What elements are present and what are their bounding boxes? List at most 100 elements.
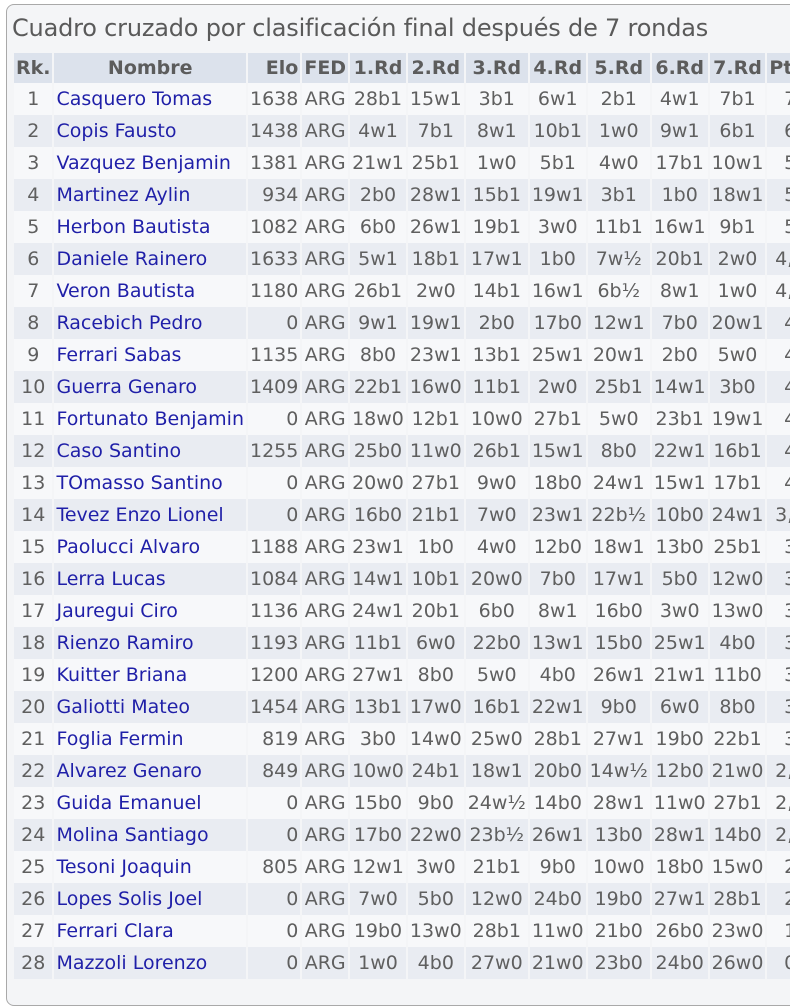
column-header-federation: FED bbox=[302, 53, 349, 83]
rank-cell: 20 bbox=[14, 691, 53, 723]
round-2-cell: 7b1 bbox=[407, 115, 464, 147]
round-4-cell: 8w1 bbox=[529, 595, 586, 627]
round-3-cell: 12w0 bbox=[465, 883, 528, 915]
table-row: 12 Caso Santino 1255 ARG 25b0 11w0 26b1 15w1 8b0… bbox=[14, 435, 790, 467]
player-name-link[interactable]: Galiotti Mateo bbox=[54, 691, 246, 723]
rank-cell: 11 bbox=[14, 403, 53, 435]
player-name-link[interactable]: Daniele Rainero bbox=[54, 243, 246, 275]
player-name-link[interactable]: Vazquez Benjamin bbox=[54, 147, 246, 179]
round-2-cell: 24b1 bbox=[407, 755, 464, 787]
column-header-round-6: 6.Rd bbox=[651, 53, 708, 83]
player-name-link[interactable]: Racebich Pedro bbox=[54, 307, 246, 339]
round-7-cell: 19w1 bbox=[709, 403, 766, 435]
rank-cell: 28 bbox=[14, 947, 53, 979]
round-6-cell: 15w1 bbox=[651, 467, 708, 499]
round-2-cell: 9b0 bbox=[407, 787, 464, 819]
round-5-cell: 26w1 bbox=[587, 659, 650, 691]
player-name-link[interactable]: Casquero Tomas bbox=[54, 83, 246, 115]
player-name-link[interactable]: Copis Fausto bbox=[54, 115, 246, 147]
round-6-cell: 20b1 bbox=[651, 243, 708, 275]
federation-cell: ARG bbox=[302, 371, 349, 403]
rank-cell: 26 bbox=[14, 883, 53, 915]
player-name-link[interactable]: Kuitter Briana bbox=[54, 659, 246, 691]
federation-cell: ARG bbox=[302, 147, 349, 179]
table-row: 22 Alvarez Genaro 849 ARG 10w0 24b1 18w1 20b0 14… bbox=[14, 755, 790, 787]
table-row: 27 Ferrari Clara 0 ARG 19b0 13w0 28b1 11w0 21b0 2… bbox=[14, 915, 790, 947]
elo-cell: 849 bbox=[247, 755, 301, 787]
player-name-link[interactable]: Martinez Aylin bbox=[54, 179, 246, 211]
table-row: 28 Mazzoli Lorenzo 0 ARG 1w0 4b0 27w0 21w0 23b0 2… bbox=[14, 947, 790, 979]
round-7-cell: 10w1 bbox=[709, 147, 766, 179]
federation-cell: ARG bbox=[302, 563, 349, 595]
round-2-cell: 25b1 bbox=[407, 147, 464, 179]
player-name-link[interactable]: Herbon Bautista bbox=[54, 211, 246, 243]
round-2-cell: 12b1 bbox=[407, 403, 464, 435]
round-4-cell: 5b1 bbox=[529, 147, 586, 179]
player-name-link[interactable]: Tesoni Joaquin bbox=[54, 851, 246, 883]
rank-cell: 4 bbox=[14, 179, 53, 211]
round-2-cell: 15w1 bbox=[407, 83, 464, 115]
player-name-link[interactable]: Foglia Fermin bbox=[54, 723, 246, 755]
points-cell: 4 bbox=[767, 467, 790, 499]
round-2-cell: 21b1 bbox=[407, 499, 464, 531]
player-name-link[interactable]: Guerra Genaro bbox=[54, 371, 246, 403]
player-name-link[interactable]: Mazzoli Lorenzo bbox=[54, 947, 246, 979]
table-row: 15 Paolucci Alvaro 1188 ARG 23w1 1b0 4w0 12b0 18… bbox=[14, 531, 790, 563]
player-name-link[interactable]: Lopes Solis Joel bbox=[54, 883, 246, 915]
round-4-cell: 13w1 bbox=[529, 627, 586, 659]
rank-cell: 6 bbox=[14, 243, 53, 275]
round-3-cell: 2b0 bbox=[465, 307, 528, 339]
points-cell: 3 bbox=[767, 627, 790, 659]
round-3-cell: 20w0 bbox=[465, 563, 528, 595]
round-1-cell: 1w0 bbox=[350, 947, 406, 979]
player-name-link[interactable]: Fortunato Benjamin bbox=[54, 403, 246, 435]
table-row: 11 Fortunato Benjamin 0 ARG 18w0 12b1 10w0 27b1… bbox=[14, 403, 790, 435]
round-6-cell: 9w1 bbox=[651, 115, 708, 147]
player-name-link[interactable]: Molina Santiago bbox=[54, 819, 246, 851]
table-row: 16 Lerra Lucas 1084 ARG 14w1 10b1 20w0 7b0 17w1 5… bbox=[14, 563, 790, 595]
player-name-link[interactable]: Ferrari Clara bbox=[54, 915, 246, 947]
player-name-link[interactable]: Veron Bautista bbox=[54, 275, 246, 307]
rank-cell: 1 bbox=[14, 83, 53, 115]
player-name-link[interactable]: Lerra Lucas bbox=[54, 563, 246, 595]
player-name-link[interactable]: Ferrari Sabas bbox=[54, 339, 246, 371]
rank-cell: 13 bbox=[14, 467, 53, 499]
player-name-link[interactable]: Rienzo Ramiro bbox=[54, 627, 246, 659]
round-5-cell: 1w0 bbox=[587, 115, 650, 147]
player-name-link[interactable]: Jauregui Ciro bbox=[54, 595, 246, 627]
rank-cell: 2 bbox=[14, 115, 53, 147]
player-name-link[interactable]: TOmasso Santino bbox=[54, 467, 246, 499]
round-7-cell: 15w0 bbox=[709, 851, 766, 883]
federation-cell: ARG bbox=[302, 595, 349, 627]
points-cell: 7 bbox=[767, 83, 790, 115]
round-2-cell: 8b0 bbox=[407, 659, 464, 691]
rank-cell: 16 bbox=[14, 563, 53, 595]
table-row: 17 Jauregui Ciro 1136 ARG 24w1 20b1 6b0 8w1 16b0… bbox=[14, 595, 790, 627]
elo-cell: 0 bbox=[247, 819, 301, 851]
round-5-cell: 7w½ bbox=[587, 243, 650, 275]
round-7-cell: 13w0 bbox=[709, 595, 766, 627]
player-name-link[interactable]: Alvarez Genaro bbox=[54, 755, 246, 787]
player-name-link[interactable]: Guida Emanuel bbox=[54, 787, 246, 819]
federation-cell: ARG bbox=[302, 723, 349, 755]
player-name-link[interactable]: Paolucci Alvaro bbox=[54, 531, 246, 563]
elo-cell: 1255 bbox=[247, 435, 301, 467]
elo-cell: 0 bbox=[247, 787, 301, 819]
table-row: 8 Racebich Pedro 0 ARG 9w1 19w1 2b0 17b0 12w1 7b0… bbox=[14, 307, 790, 339]
round-5-cell: 4w0 bbox=[587, 147, 650, 179]
round-6-cell: 19b0 bbox=[651, 723, 708, 755]
player-name-link[interactable]: Tevez Enzo Lionel bbox=[54, 499, 246, 531]
column-header-round-7: 7.Rd bbox=[709, 53, 766, 83]
round-4-cell: 24b0 bbox=[529, 883, 586, 915]
round-6-cell: 22w1 bbox=[651, 435, 708, 467]
federation-cell: ARG bbox=[302, 787, 349, 819]
rank-cell: 3 bbox=[14, 147, 53, 179]
player-name-link[interactable]: Caso Santino bbox=[54, 435, 246, 467]
elo-cell: 1135 bbox=[247, 339, 301, 371]
round-5-cell: 3b1 bbox=[587, 179, 650, 211]
round-1-cell: 4w1 bbox=[350, 115, 406, 147]
federation-cell: ARG bbox=[302, 531, 349, 563]
elo-cell: 1381 bbox=[247, 147, 301, 179]
round-5-cell: 17w1 bbox=[587, 563, 650, 595]
round-6-cell: 1b0 bbox=[651, 179, 708, 211]
